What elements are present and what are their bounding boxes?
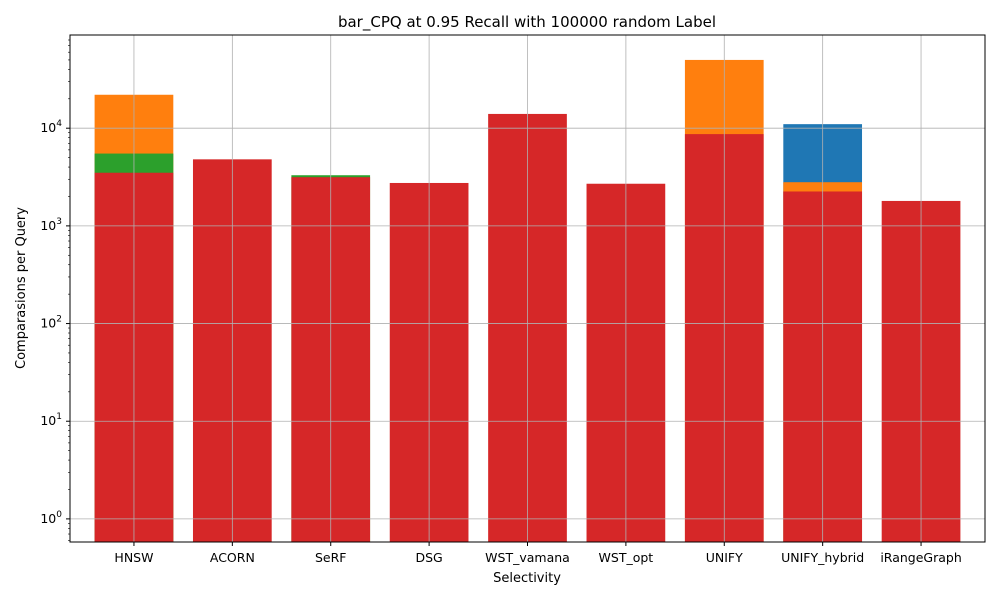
x-tick-label: UNIFY_hybrid: [781, 550, 864, 565]
y-tick-label: 101: [40, 412, 62, 428]
x-tick-label: DSG: [415, 550, 442, 565]
x-tick-label: ACORN: [210, 550, 255, 565]
y-tick-label: 103: [40, 217, 62, 233]
chart-title: bar_CPQ at 0.95 Recall with 100000 rando…: [338, 13, 716, 32]
x-tick-label: iRangeGraph: [880, 550, 961, 565]
y-tick-label: 100: [40, 510, 62, 526]
y-axis-ticks: 100 101 102 103 104: [40, 39, 70, 541]
x-tick-label: WST_vamana: [485, 550, 570, 565]
x-tick-label: UNIFY: [706, 550, 743, 565]
x-axis-label: Selectivity: [493, 571, 561, 586]
y-tick-label: 104: [40, 119, 62, 135]
y-tick-label: 102: [40, 315, 62, 331]
x-tick-label: WST_opt: [599, 550, 654, 565]
x-tick-label: SeRF: [315, 550, 347, 565]
x-tick-label: HNSW: [114, 550, 153, 565]
grid-layer: [70, 35, 985, 542]
y-axis-label: Comparasions per Query: [14, 207, 29, 369]
x-axis-ticks: HNSW ACORN SeRF DSG WST_vamana WST_opt UNIFY UN…: [114, 542, 962, 565]
